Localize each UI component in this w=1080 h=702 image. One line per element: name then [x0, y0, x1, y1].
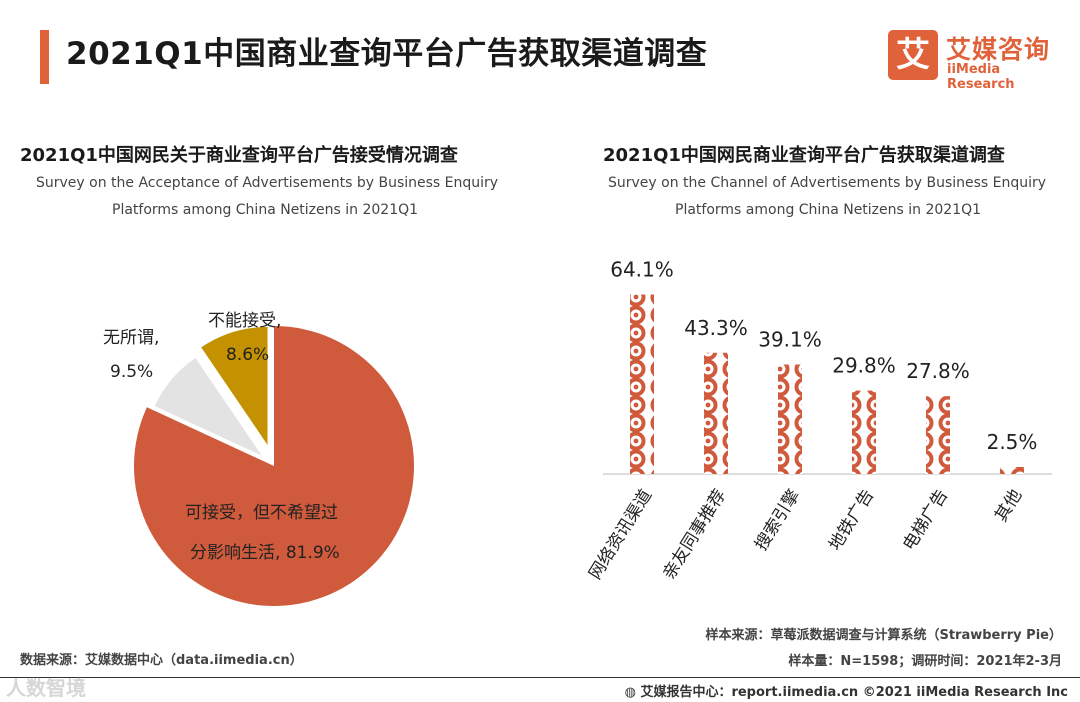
bar-value-label-3: 39.1% — [758, 328, 822, 352]
bar-category-label-5: 电梯广告 — [899, 486, 952, 554]
bar-category-label-3: 搜索引擎 — [751, 486, 804, 554]
bar-category-label-6: 其他 — [991, 486, 1026, 525]
pie-chart-subtitle-line1: Survey on the Acceptance of Advertisemen… — [36, 175, 499, 191]
bar-5 — [926, 396, 950, 474]
pie-chart-subtitle-line2: Platforms among China Netizens in 2021Q1 — [112, 202, 419, 218]
iimedia-logo: 艾 艾媒咨询 iiMedia Research — [888, 30, 1063, 92]
bar-4 — [852, 390, 876, 474]
bar-chart-subtitle-line1: Survey on the Channel of Advertisements … — [608, 175, 1047, 191]
bar-value-label-2: 43.3% — [684, 316, 748, 340]
logo-name-en: iiMedia Research — [947, 62, 1015, 92]
globe-icon: ◍ — [624, 685, 641, 700]
sample-size: 样本量：N=1598；调研时间：2021年2-3月 — [788, 654, 1062, 669]
sample-source: 样本来源：草莓派数据调查与计算系统（Strawberry Pie） — [705, 628, 1062, 643]
bar-chart-subtitle-line2: Platforms among China Netizens in 2021Q1 — [675, 202, 982, 218]
pie-label-indifferent: 无所谓, — [103, 328, 160, 348]
bar-category-label-2: 亲友同事推荐 — [659, 486, 730, 583]
bar-category-label-4: 地铁广告 — [825, 486, 878, 554]
bar-chart: 64.1% 网络资讯渠道 43.3% 亲友同事推荐 39.1% 搜索引擎 29.8% 地铁广告… — [585, 258, 1052, 583]
page-title: 2021Q1中国商业查询平台广告获取渠道调查 — [66, 36, 708, 72]
pie-chart-title: 2021Q1中国网民关于商业查询平台广告接受情况调查 — [20, 145, 458, 166]
data-source: 数据来源：艾媒数据中心（data.iimedia.cn） — [20, 653, 303, 668]
bar-value-label-6: 2.5% — [987, 430, 1038, 454]
pie-value-reject: 8.6% — [226, 345, 270, 365]
bar-6 — [1000, 467, 1024, 474]
bar-chart-title: 2021Q1中国网民商业查询平台广告获取渠道调查 — [603, 145, 1005, 166]
report-center-link[interactable]: ◍ 艾媒报告中心：report.iimedia.cn ©2021 iiMedia… — [624, 685, 1068, 700]
bar-3 — [778, 364, 802, 474]
watermark: 人数智境 — [6, 676, 86, 700]
pie-slice-indifferent — [201, 326, 268, 445]
pie-slice-reject — [154, 358, 262, 456]
bar-value-label-5: 27.8% — [906, 359, 970, 383]
pie-slice-accept — [133, 326, 414, 606]
bar-2 — [704, 352, 728, 474]
logo-name-cn: 艾媒咨询 — [946, 35, 1051, 64]
bar-value-label-4: 29.8% — [832, 354, 896, 378]
footer-divider — [0, 677, 1080, 678]
title-accent-bar — [40, 30, 49, 84]
pie-value-indifferent: 9.5% — [110, 362, 154, 382]
logo-mark: 艾 — [888, 30, 938, 80]
pie-label-reject: 不能接受, — [208, 311, 282, 331]
bar-1 — [630, 294, 654, 474]
pie-label-accept-line2: 分影响生活, 81.9% — [190, 543, 340, 563]
bar-value-label-1: 64.1% — [610, 258, 674, 282]
pie-chart — [133, 326, 414, 606]
bar-category-label-1: 网络资讯渠道 — [585, 486, 656, 583]
pie-label-accept-line1: 可接受，但不希望过 — [185, 503, 338, 523]
